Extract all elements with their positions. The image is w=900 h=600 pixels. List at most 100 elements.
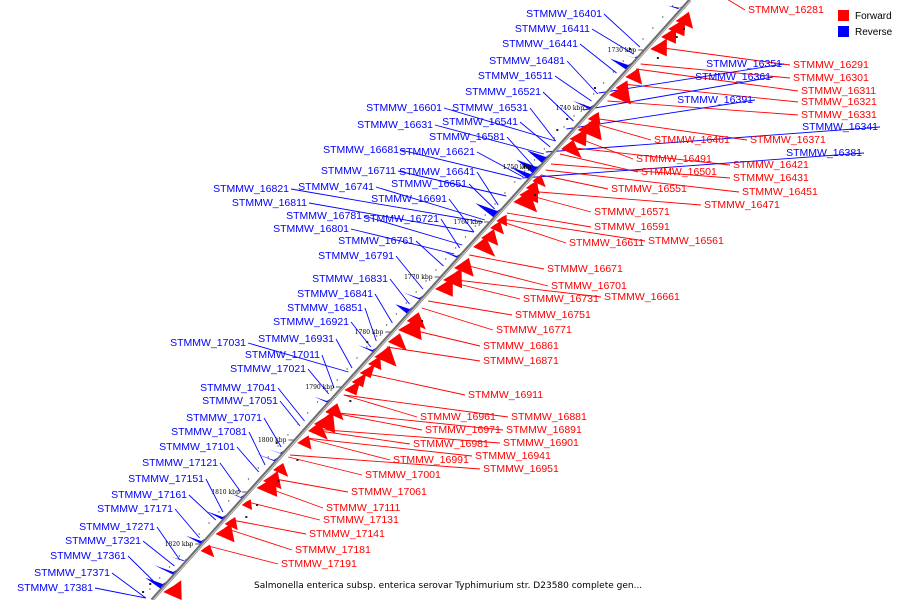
reverse-gene-label[interactable]: STMMW_16351 — [706, 58, 782, 70]
reverse-gene-label[interactable]: STMMW_16721 — [363, 213, 439, 225]
forward-gene-label[interactable]: STMMW_16671 — [547, 263, 623, 275]
reverse-gene-label[interactable]: STMMW_16681 — [323, 144, 399, 156]
reverse-gene-label[interactable]: STMMW_17071 — [186, 412, 262, 424]
scale-dot — [326, 390, 329, 392]
forward-gene-label[interactable]: STMMW_16281 — [748, 4, 824, 16]
forward-gene-label[interactable]: STMMW_16501 — [641, 166, 717, 178]
reverse-gene-label[interactable]: STMMW_17381 — [17, 582, 93, 594]
reverse-gene-label[interactable]: STMMW_17041 — [200, 382, 276, 394]
forward-gene-label[interactable]: STMMW_16551 — [611, 183, 687, 195]
reverse-gene-label[interactable]: STMMW_16361 — [695, 71, 771, 83]
forward-gene-label[interactable]: STMMW_16331 — [801, 109, 877, 121]
forward-leader-line — [224, 527, 293, 551]
forward-gene-label[interactable]: STMMW_16861 — [483, 340, 559, 352]
forward-gene-label[interactable]: STMMW_16961 — [420, 411, 496, 423]
forward-gene-label[interactable]: STMMW_17001 — [365, 469, 441, 481]
forward-gene-label[interactable]: STMMW_16571 — [594, 206, 670, 218]
forward-gene-label[interactable]: STMMW_16371 — [750, 134, 826, 146]
reverse-gene-label[interactable]: STMMW_16441 — [502, 38, 578, 50]
forward-gene-label[interactable]: STMMW_16471 — [704, 199, 780, 211]
reverse-gene-label[interactable]: STMMW_16821 — [213, 183, 289, 195]
reverse-gene-label[interactable]: STMMW_16831 — [312, 273, 388, 285]
forward-gene-label[interactable]: STMMW_16981 — [413, 438, 489, 450]
scale-dot — [602, 82, 605, 84]
reverse-gene-label[interactable]: STMMW_17051 — [202, 395, 278, 407]
forward-gene-label[interactable]: STMMW_16971 — [425, 424, 501, 436]
reverse-gene-label[interactable]: STMMW_17161 — [111, 489, 187, 501]
reverse-gene-label[interactable]: STMMW_17151 — [128, 473, 204, 485]
reverse-gene-label[interactable]: STMMW_17031 — [170, 337, 246, 349]
reverse-gene-label[interactable]: STMMW_16621 — [399, 146, 475, 158]
forward-gene-label[interactable]: STMMW_16941 — [475, 450, 551, 462]
forward-gene-label[interactable]: STMMW_17111 — [326, 502, 400, 514]
reverse-gene-label[interactable]: STMMW_16651 — [391, 178, 467, 190]
forward-gene-label[interactable]: STMMW_16871 — [483, 355, 559, 367]
reverse-gene-label[interactable]: STMMW_16521 — [465, 86, 541, 98]
reverse-gene-label[interactable]: STMMW_17371 — [34, 567, 110, 579]
reverse-gene-label[interactable]: STMMW_16791 — [318, 250, 394, 262]
forward-gene-label[interactable]: STMMW_16421 — [733, 159, 809, 171]
forward-gene-label[interactable]: STMMW_16561 — [648, 235, 724, 247]
forward-gene-label[interactable]: STMMW_16591 — [594, 221, 670, 233]
forward-gene-label[interactable]: STMMW_16311 — [801, 85, 876, 97]
forward-gene-label[interactable]: STMMW_16611 — [569, 237, 644, 249]
reverse-gene-label[interactable]: STMMW_16931 — [258, 333, 334, 345]
forward-gene-label[interactable]: STMMW_17191 — [281, 558, 357, 570]
forward-gene-label[interactable]: STMMW_16731 — [523, 293, 599, 305]
reverse-gene-label[interactable]: STMMW_16841 — [297, 288, 373, 300]
forward-gene-label[interactable]: STMMW_16451 — [742, 186, 818, 198]
reverse-gene-label[interactable]: STMMW_16401 — [526, 8, 602, 20]
reverse-gene-label[interactable]: STMMW_16921 — [273, 316, 349, 328]
reverse-gene-label[interactable]: STMMW_16641 — [399, 166, 475, 178]
reverse-gene-label[interactable]: STMMW_17121 — [142, 457, 218, 469]
reverse-gene-label[interactable]: STMMW_16691 — [371, 193, 447, 205]
reverse-gene-label[interactable]: STMMW_17011 — [245, 349, 320, 361]
reverse-gene-label[interactable]: STMMW_17101 — [159, 441, 235, 453]
reverse-gene-label[interactable]: STMMW_16761 — [338, 235, 414, 247]
reverse-gene-label[interactable]: STMMW_16801 — [273, 223, 349, 235]
reverse-gene-label[interactable]: STMMW_16811 — [232, 197, 307, 209]
reverse-gene-label[interactable]: STMMW_17361 — [50, 550, 126, 562]
reverse-gene-label[interactable]: STMMW_17321 — [65, 535, 141, 547]
forward-gene-label[interactable]: STMMW_16491 — [636, 153, 712, 165]
forward-gene-label[interactable]: STMMW_17141 — [309, 528, 385, 540]
reverse-gene-label[interactable]: STMMW_17171 — [97, 503, 173, 515]
forward-gene-label[interactable]: STMMW_16661 — [604, 291, 680, 303]
reverse-gene-label[interactable]: STMMW_16781 — [286, 210, 362, 222]
reverse-gene-label[interactable]: STMMW_16391 — [677, 94, 753, 106]
scale-dot — [316, 401, 319, 403]
reverse-gene-label[interactable]: STMMW_16511 — [478, 70, 553, 82]
forward-gene-label[interactable]: STMMW_17061 — [351, 486, 427, 498]
reverse-gene-label[interactable]: STMMW_16341 — [802, 121, 878, 133]
reverse-gene-label[interactable]: STMMW_17021 — [230, 363, 306, 375]
forward-gene-label[interactable]: STMMW_16881 — [511, 411, 587, 423]
forward-gene-label[interactable]: STMMW_17131 — [323, 514, 399, 526]
forward-gene-label[interactable]: STMMW_16771 — [496, 324, 572, 336]
reverse-gene-label[interactable]: STMMW_16481 — [489, 55, 565, 67]
forward-gene-label[interactable]: STMMW_17181 — [295, 544, 371, 556]
reverse-gene-label[interactable]: STMMW_16531 — [452, 102, 528, 114]
forward-gene-label[interactable]: STMMW_16901 — [503, 437, 579, 449]
forward-gene-label[interactable]: STMMW_16951 — [483, 463, 559, 475]
forward-gene-label[interactable]: STMMW_16751 — [515, 309, 591, 321]
reverse-gene-label[interactable]: STMMW_17271 — [79, 521, 155, 533]
reverse-gene-label[interactable]: STMMW_16741 — [298, 181, 374, 193]
reverse-gene-label[interactable]: STMMW_16411 — [515, 23, 590, 35]
forward-gene-label[interactable]: STMMW_16911 — [468, 389, 543, 401]
forward-gene-label[interactable]: STMMW_16701 — [551, 280, 627, 292]
forward-gene-label[interactable]: STMMW_16301 — [793, 72, 869, 84]
forward-gene-label[interactable]: STMMW_16891 — [506, 424, 582, 436]
reverse-gene-label[interactable]: STMMW_16541 — [442, 116, 518, 128]
reverse-gene-label[interactable]: STMMW_16581 — [429, 131, 505, 143]
forward-gene-label[interactable]: STMMW_16431 — [733, 172, 809, 184]
forward-gene-label[interactable]: STMMW_16321 — [801, 96, 877, 108]
reverse-gene-label[interactable]: STMMW_16851 — [287, 302, 363, 314]
forward-gene-label[interactable]: STMMW_16461 — [654, 134, 730, 146]
reverse-gene-label[interactable]: STMMW_16711 — [321, 165, 396, 177]
reverse-gene-label[interactable]: STMMW_16601 — [366, 102, 442, 114]
forward-gene-label[interactable]: STMMW_16291 — [793, 59, 869, 71]
reverse-gene-label[interactable]: STMMW_16631 — [357, 119, 433, 131]
forward-gene-label[interactable]: STMMW_16991 — [393, 454, 469, 466]
reverse-gene-label[interactable]: STMMW_17081 — [171, 426, 247, 438]
reverse-gene-label[interactable]: STMMW_16381 — [786, 147, 862, 159]
